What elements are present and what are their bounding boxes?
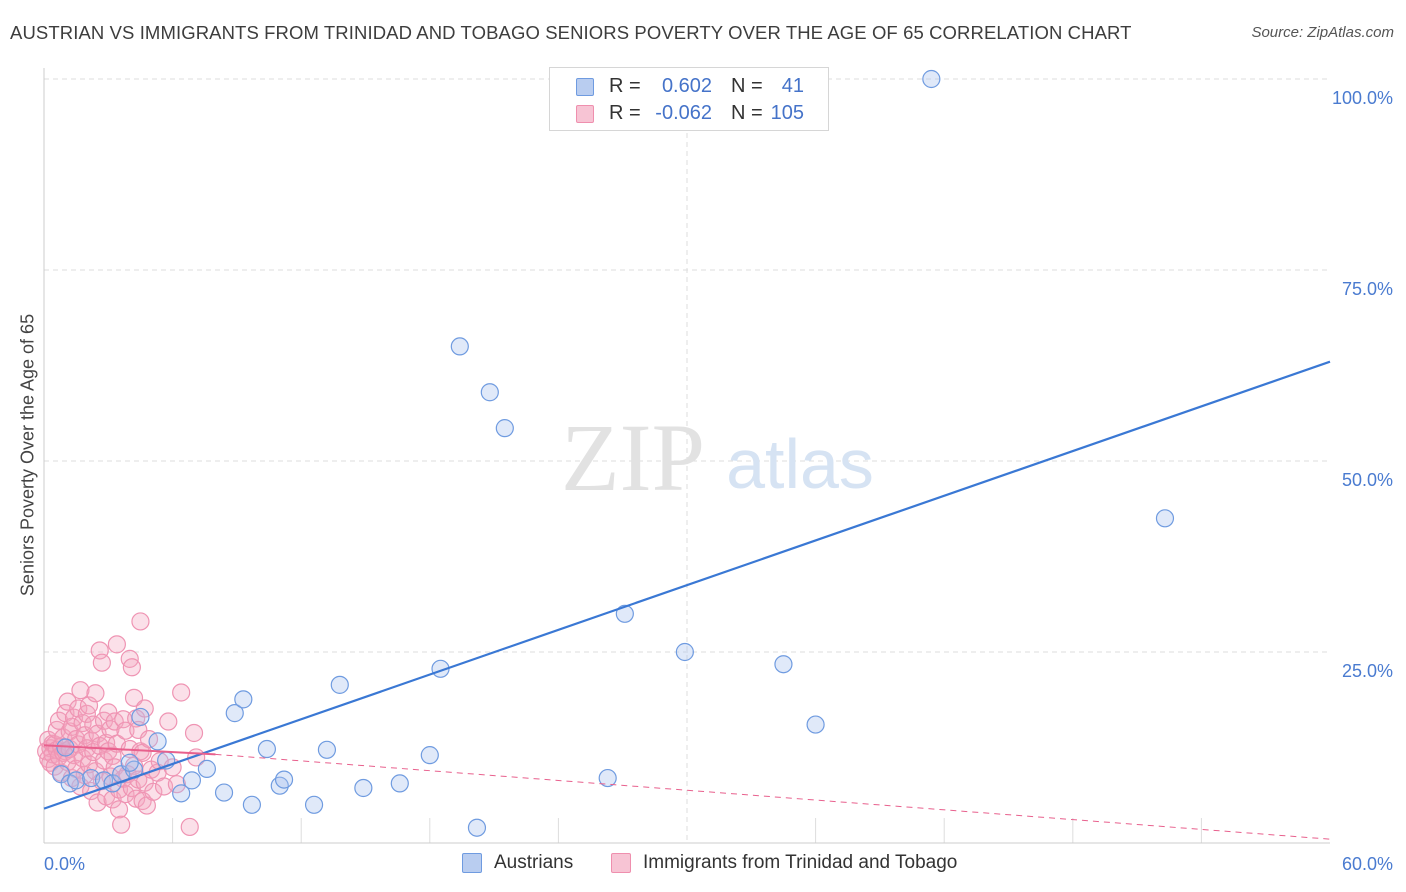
x-tick-label-max: 60.0% bbox=[1342, 854, 1393, 874]
austrians-point bbox=[774, 655, 793, 674]
austrians-point bbox=[598, 768, 617, 788]
trinidad-point bbox=[92, 653, 111, 672]
trinidad-trend-line-extension bbox=[215, 753, 1331, 840]
grid-layer bbox=[43, 68, 1330, 844]
trinidad-point bbox=[84, 715, 103, 734]
trinidad-point bbox=[122, 658, 141, 677]
legend-r-value: -0.062 bbox=[655, 102, 712, 124]
bottom-legend-label-austrians: Austrians bbox=[494, 852, 574, 873]
austrians-point bbox=[304, 795, 324, 814]
austrians-point bbox=[922, 69, 941, 89]
y-tick-label: 50.0% bbox=[1342, 470, 1393, 490]
austrians-point bbox=[225, 704, 244, 723]
legend-swatch-austrians bbox=[576, 78, 594, 96]
austrians-trend-line bbox=[43, 360, 1331, 810]
bottom-legend-swatch-austrians bbox=[462, 853, 482, 873]
trinidad-point bbox=[144, 782, 163, 801]
legend-n-value: 41 bbox=[781, 75, 804, 97]
correlation-legend: R = 0.602 N = 41 R = -0.062 N = 105 bbox=[549, 67, 829, 131]
austrians-point bbox=[242, 795, 262, 814]
source-attribution: Source: ZipAtlas.com bbox=[1251, 24, 1394, 41]
austrians-point bbox=[67, 771, 86, 790]
austrians-point bbox=[450, 337, 469, 356]
austrians-point bbox=[234, 690, 253, 709]
trinidad-point bbox=[94, 751, 114, 770]
austrians-point bbox=[197, 759, 216, 778]
chart-title: AUSTRIAN VS IMMIGRANTS FROM TRINIDAD AND… bbox=[10, 22, 1132, 43]
trinidad-point bbox=[69, 699, 88, 718]
y-tick-label: 25.0% bbox=[1342, 661, 1393, 681]
trinidad-point bbox=[180, 817, 199, 837]
austrians-point bbox=[131, 707, 150, 727]
trinidad-point bbox=[124, 688, 144, 707]
austrians-point bbox=[274, 770, 294, 789]
trinidad-point bbox=[167, 775, 186, 794]
trinidad-point bbox=[109, 800, 129, 819]
austrians-point bbox=[495, 419, 514, 438]
austrians-point bbox=[182, 771, 201, 790]
trend-lines bbox=[43, 360, 1331, 840]
trinidad-point bbox=[116, 721, 135, 740]
trinidad-point bbox=[107, 635, 126, 654]
watermark-zip: ZIP bbox=[561, 404, 705, 511]
trinidad-point bbox=[58, 692, 77, 711]
trinidad-point bbox=[159, 712, 178, 731]
y-tick-label: 100.0% bbox=[1332, 88, 1393, 108]
watermark-atlas: atlas bbox=[726, 425, 874, 503]
austrians-point bbox=[120, 753, 139, 772]
legend-row-trinidad: R = -0.062 N = 105 bbox=[550, 100, 828, 128]
austrians-point bbox=[172, 784, 191, 803]
austrians-point bbox=[390, 774, 409, 793]
legend-r-label: R = bbox=[609, 102, 641, 124]
trinidad-point bbox=[71, 681, 90, 700]
series-trinidad-points bbox=[37, 612, 206, 837]
y-axis-label: Seniors Poverty Over the Age of 65 bbox=[17, 313, 38, 597]
axis-tick-labels: 100.0% 75.0% 50.0% 25.0% 0.0% 60.0% bbox=[44, 88, 1393, 874]
austrians-point bbox=[806, 715, 825, 734]
austrians-point bbox=[330, 675, 349, 694]
austrians-point bbox=[467, 818, 487, 837]
legend-n-label: N = bbox=[731, 102, 763, 124]
austrians-point bbox=[420, 746, 439, 765]
trinidad-point bbox=[135, 699, 154, 718]
austrians-point bbox=[1155, 509, 1175, 528]
legend-swatch-trinidad bbox=[576, 105, 594, 123]
austrians-point bbox=[480, 383, 499, 402]
austrians-point bbox=[257, 739, 277, 759]
legend-n-label: N = bbox=[731, 75, 763, 97]
austrians-point bbox=[615, 604, 634, 623]
trinidad-point bbox=[172, 683, 191, 702]
legend-row-austrians: R = 0.602 N = 41 bbox=[550, 73, 828, 101]
austrians-point bbox=[214, 783, 234, 802]
trinidad-point bbox=[82, 731, 101, 750]
trinidad-point bbox=[184, 723, 204, 743]
austrians-point bbox=[675, 642, 694, 662]
trinidad-point bbox=[112, 815, 131, 834]
bottom-legend-label-trinidad: Immigrants from Trinidad and Tobago bbox=[643, 852, 958, 873]
y-tick-label: 75.0% bbox=[1342, 279, 1393, 299]
legend-r-label: R = bbox=[609, 75, 641, 97]
trinidad-trend-line bbox=[43, 744, 216, 756]
legend-r-value: 0.602 bbox=[661, 75, 712, 97]
trinidad-point bbox=[86, 684, 105, 703]
watermark: ZIP atlas bbox=[561, 404, 874, 511]
austrians-point bbox=[354, 778, 373, 798]
x-tick-label-min: 0.0% bbox=[44, 854, 85, 874]
legend-n-value: 105 bbox=[770, 102, 804, 124]
trinidad-point bbox=[131, 612, 150, 631]
austrians-point bbox=[148, 732, 167, 751]
austrians-point bbox=[317, 740, 337, 759]
bottom-legend-swatch-trinidad bbox=[611, 853, 631, 873]
